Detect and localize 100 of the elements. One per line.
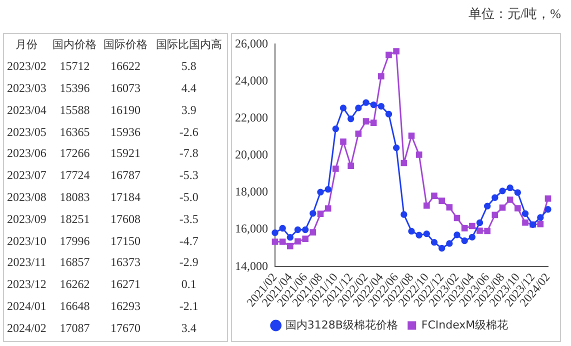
point [423,230,430,238]
point [537,214,544,221]
point [378,73,384,80]
point [544,206,552,213]
data-label: 5.8 [180,58,198,76]
point [279,224,286,232]
point [317,188,324,196]
point [286,234,294,241]
data-label: 15588 [58,102,91,119]
point [484,202,491,210]
y-tick-label: 20,000 [235,148,268,162]
data-label: 17724 [58,167,91,184]
point [378,102,385,110]
data-label: 16857 [58,254,91,272]
point [272,238,278,245]
data-label: 15921 [109,145,142,162]
point [506,196,514,203]
point [332,166,339,172]
point [492,194,498,201]
data-label: 16262 [58,276,91,294]
point [454,232,460,238]
data-label: 17996 [58,232,91,250]
category-label: 2023/02 [6,58,48,76]
point [408,228,415,235]
point [492,212,498,218]
data-label: 16648 [58,298,91,315]
data-label: -2.1 [178,298,200,315]
point [324,186,332,193]
data-label: 4.4 [180,80,198,97]
data-label: 17184 [109,188,142,206]
point [544,195,552,202]
data-label: 16787 [109,167,142,184]
data-label: -2.6 [178,124,200,141]
point [400,211,408,218]
data-label: 17087 [58,320,91,337]
data-label: 16373 [109,254,142,272]
point [431,192,438,199]
point [430,238,438,246]
text: 单位：元/吨，% [468,5,561,23]
point [279,238,286,245]
category-label: 2023/09 [6,210,48,228]
point [438,244,446,252]
category-label: 2023/10 [6,232,48,250]
point [506,184,514,192]
data-label: -4.7 [178,232,200,250]
text: 月份 [14,37,39,54]
data-label: 16073 [109,80,142,97]
point [294,238,301,245]
data-label: 17266 [58,145,91,162]
point [454,214,460,222]
point [310,229,316,236]
text: 国际比国内高 [154,37,223,54]
y-tick-label: 14,000 [235,258,268,273]
data-label: 3.9 [180,102,198,119]
data-label: 16293 [109,298,142,315]
point [310,210,316,217]
data-label: 3.4 [180,320,198,337]
point [416,232,422,238]
point [438,198,445,204]
data-label: 0.1 [180,276,198,294]
data-label: -2.9 [178,254,200,272]
point [416,152,422,158]
category-label: 2023/03 [6,80,48,97]
point [522,219,528,226]
point [408,132,415,139]
point [484,228,490,234]
data-label: 15712 [58,58,91,76]
point [461,225,468,232]
data-label: 16365 [58,124,91,141]
data-label: 16271 [109,276,142,294]
category-label: 2023/06 [6,145,48,162]
category-label: 2023/08 [6,188,48,206]
data-label: -5.0 [178,188,200,206]
point [362,118,370,124]
point [302,226,309,234]
point [332,126,340,132]
y-tick-label: 22,000 [235,110,268,124]
y-tick-label: 16,000 [235,222,268,236]
data-label: 17608 [109,210,142,228]
point [347,116,354,122]
point [522,210,529,218]
point [340,138,346,145]
point [355,104,362,112]
point [476,228,483,234]
point [386,52,392,58]
data-label: 17150 [109,232,142,250]
point [355,130,362,137]
point [348,162,354,169]
legend-label: 国内3128B级棉花价格 [285,318,398,332]
point [514,205,521,212]
point [393,48,400,54]
category-label: 2023/05 [6,124,48,141]
category-label: 2023/04 [6,102,48,119]
point [446,240,453,247]
point [287,242,294,250]
point [340,104,347,112]
point [362,99,370,106]
y-tick-label: 18,000 [235,184,268,199]
text: 国际价格 [102,37,148,54]
point [461,237,468,244]
